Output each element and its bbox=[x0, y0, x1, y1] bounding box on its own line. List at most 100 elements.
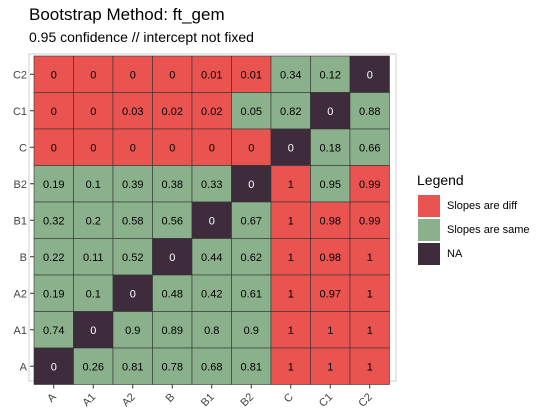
y-tick-label: B1 bbox=[14, 215, 27, 227]
heatmap-cell-B1-B bbox=[152, 201, 193, 239]
heatmap-cell-C-A bbox=[33, 128, 74, 166]
legend-label-na: NA bbox=[447, 248, 463, 260]
cell-value-label: 0 bbox=[51, 106, 57, 118]
cell-value-label: 0.19 bbox=[43, 179, 64, 191]
heatmap-cell-A1-A bbox=[33, 311, 74, 349]
cell-value-label: 0.97 bbox=[320, 288, 341, 300]
cell-value-label: 0.82 bbox=[280, 106, 301, 118]
heatmap-cell-C-A2 bbox=[112, 128, 153, 166]
heatmap-cell-A-B bbox=[152, 347, 193, 385]
heatmap-cell-A2-C2 bbox=[349, 274, 390, 312]
cell-value-label: 0.02 bbox=[201, 106, 222, 118]
heatmap-cell-A-B2 bbox=[231, 347, 272, 385]
cell-value-label: 0.61 bbox=[241, 288, 262, 300]
cell-value-label: 0.66 bbox=[359, 142, 380, 154]
cell-value-label: 1 bbox=[367, 361, 373, 373]
cell-value-label: 0.1 bbox=[86, 179, 101, 191]
cell-value-label: 0.81 bbox=[241, 361, 262, 373]
cell-value-label: 0 bbox=[51, 142, 57, 154]
heatmap-cell-C-C bbox=[270, 128, 311, 166]
cell-value-label: 0 bbox=[288, 142, 294, 154]
cell-value-label: 0.38 bbox=[162, 179, 183, 191]
cell-value-label: 0 bbox=[130, 142, 136, 154]
cell-value-label: 0.19 bbox=[43, 288, 64, 300]
cell-value-label: 0.98 bbox=[320, 215, 341, 227]
heatmap-cell-A2-A1 bbox=[73, 274, 114, 312]
y-tick-label: C1 bbox=[13, 106, 27, 118]
heatmap-cell-B2-A bbox=[33, 165, 74, 203]
cell-value-label: 0 bbox=[130, 69, 136, 81]
cell-value-label: 0.18 bbox=[320, 142, 341, 154]
cell-value-label: 0.62 bbox=[241, 252, 262, 264]
cell-value-label: 1 bbox=[367, 252, 373, 264]
heatmap-cell-C1-A bbox=[33, 92, 74, 130]
cell-value-label: 0.34 bbox=[280, 69, 301, 81]
cell-value-label: 0 bbox=[169, 252, 175, 264]
x-tick-label: C bbox=[282, 391, 296, 405]
heatmap-cell-A-B1 bbox=[191, 347, 232, 385]
x-tick-label: B2 bbox=[238, 391, 256, 409]
y-tick-label: C2 bbox=[13, 69, 27, 81]
cell-value-label: 0 bbox=[209, 142, 215, 154]
heatmap-cell-C2-C bbox=[270, 55, 311, 93]
heatmap-cell-C2-C2 bbox=[349, 55, 390, 93]
heatmap-cell-C1-B1 bbox=[191, 92, 232, 130]
heatmap-cell-B2-C1 bbox=[310, 165, 351, 203]
heatmap-cell-A1-A2 bbox=[112, 311, 153, 349]
cell-value-label: 0 bbox=[327, 106, 333, 118]
cell-value-label: 0.11 bbox=[83, 252, 104, 264]
heatmap-cell-A1-C2 bbox=[349, 311, 390, 349]
cell-value-label: 1 bbox=[288, 215, 294, 227]
cell-value-label: 0.12 bbox=[320, 69, 341, 81]
legend-label-same: Slopes are same bbox=[447, 224, 530, 236]
heatmap-cell-C2-B bbox=[152, 55, 193, 93]
cell-value-label: 0.68 bbox=[201, 361, 222, 373]
x-tick-label: C1 bbox=[317, 391, 335, 409]
x-tick-label: B bbox=[164, 391, 178, 405]
heatmap-cell-B-C bbox=[270, 238, 311, 276]
cell-value-label: 0.78 bbox=[162, 361, 183, 373]
cell-value-label: 0.99 bbox=[359, 179, 380, 191]
heatmap-cell-C1-A1 bbox=[73, 92, 114, 130]
cell-value-label: 0.42 bbox=[201, 288, 222, 300]
heatmap-cell-B2-B2 bbox=[231, 165, 272, 203]
cell-value-label: 0 bbox=[90, 106, 96, 118]
heatmap-cell-A-A2 bbox=[112, 347, 153, 385]
cell-value-label: 0.33 bbox=[201, 179, 222, 191]
heatmap-cell-A-C1 bbox=[310, 347, 351, 385]
cell-value-label: 1 bbox=[288, 288, 294, 300]
cell-value-label: 0 bbox=[367, 69, 373, 81]
cell-value-label: 0.95 bbox=[320, 179, 341, 191]
legend-swatch-diff bbox=[417, 194, 441, 218]
cell-value-label: 0 bbox=[130, 288, 136, 300]
heatmap-cell-A2-B2 bbox=[231, 274, 272, 312]
cell-value-label: 0.8 bbox=[204, 325, 219, 337]
cell-value-label: 1 bbox=[367, 325, 373, 337]
cell-value-label: 0.05 bbox=[241, 106, 262, 118]
heatmap-cell-B-A bbox=[33, 238, 74, 276]
cell-value-label: 0.48 bbox=[162, 288, 183, 300]
heatmap-cell-B1-B2 bbox=[231, 201, 272, 239]
heatmap-cell-B-B1 bbox=[191, 238, 232, 276]
heatmap-cell-A2-A2 bbox=[112, 274, 153, 312]
heatmap-cell-B1-C2 bbox=[349, 201, 390, 239]
y-tick-label: A2 bbox=[14, 288, 27, 300]
cell-value-label: 0 bbox=[248, 142, 254, 154]
y-tick-label: A1 bbox=[14, 325, 27, 337]
cell-value-label: 0.88 bbox=[359, 106, 380, 118]
heatmap-cell-A2-B1 bbox=[191, 274, 232, 312]
heatmap-cell-B2-C bbox=[270, 165, 311, 203]
heatmap-cell-C1-B2 bbox=[231, 92, 272, 130]
cell-value-label: 0.26 bbox=[83, 361, 104, 373]
cell-value-label: 0.58 bbox=[122, 215, 143, 227]
cell-value-label: 1 bbox=[288, 325, 294, 337]
cell-value-label: 0.01 bbox=[241, 69, 262, 81]
cell-value-label: 0.44 bbox=[201, 252, 222, 264]
cell-value-label: 0.03 bbox=[122, 106, 143, 118]
heatmap-cell-C2-A2 bbox=[112, 55, 153, 93]
cell-value-label: 0.32 bbox=[43, 215, 64, 227]
heatmap-cell-B-C1 bbox=[310, 238, 351, 276]
cell-value-label: 0.39 bbox=[122, 179, 143, 191]
heatmap-cell-B1-C1 bbox=[310, 201, 351, 239]
